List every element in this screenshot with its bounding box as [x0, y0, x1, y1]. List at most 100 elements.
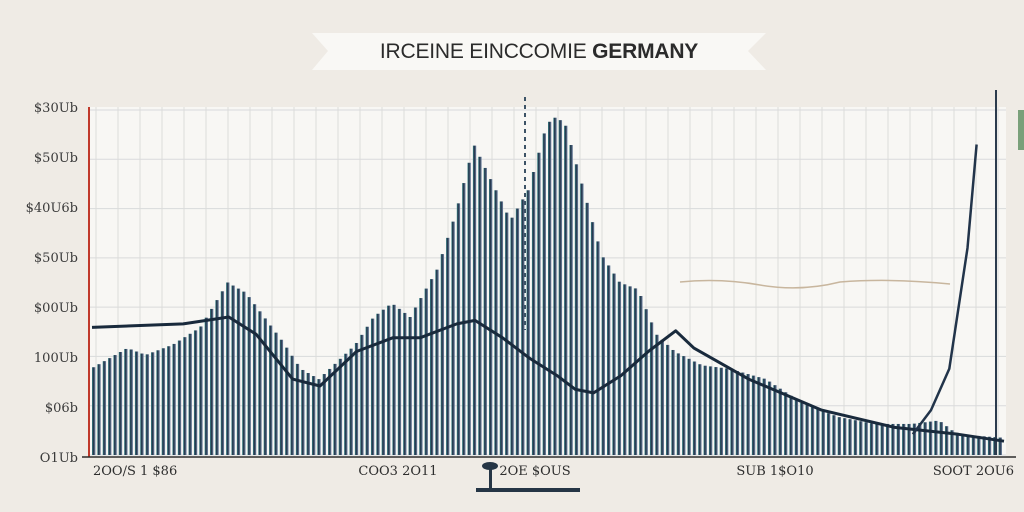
- bar: [955, 434, 960, 455]
- bar: [360, 334, 364, 455]
- bar: [961, 434, 965, 455]
- edge-accent: [1018, 110, 1024, 150]
- x-tick-label: COO3 2O11: [358, 464, 437, 479]
- trend-line: [91, 315, 1005, 443]
- bar: [446, 237, 450, 455]
- bar: [746, 374, 750, 455]
- bar: [537, 152, 541, 455]
- bar: [816, 409, 820, 455]
- bar: [247, 297, 251, 455]
- bar: [762, 378, 766, 455]
- bar: [590, 222, 595, 456]
- marker-stem: [489, 468, 492, 489]
- x-tick-label: SOOT 2OU6: [933, 464, 1014, 479]
- bar: [301, 369, 305, 455]
- bar: [794, 399, 799, 455]
- bar: [660, 339, 664, 455]
- bar: [928, 421, 933, 455]
- bar: [585, 202, 589, 455]
- bar: [488, 179, 493, 455]
- bar: [623, 284, 627, 455]
- x-tick-labels: 2OO/S 1 $86 COO3 2O11 2OE $OUS SUB 1$O10 SOO…: [93, 464, 1014, 479]
- bar: [145, 354, 149, 455]
- bar: [317, 379, 321, 455]
- bar: [939, 422, 943, 455]
- bar: [885, 423, 890, 455]
- bar: [188, 333, 192, 455]
- bar: [365, 326, 369, 455]
- bar: [880, 423, 884, 455]
- bar: [322, 374, 327, 455]
- bar: [864, 422, 868, 455]
- bar: [376, 313, 380, 455]
- bar: [564, 125, 568, 455]
- chart-title-part2: GERMANY: [592, 40, 699, 63]
- bar: [92, 367, 96, 455]
- bar: [784, 392, 788, 455]
- bar: [113, 355, 117, 455]
- bar: [510, 217, 514, 455]
- bar: [295, 363, 300, 455]
- x-tick-label: 2OE $OUS: [499, 464, 570, 479]
- bar: [993, 437, 997, 455]
- bar: [183, 337, 187, 455]
- bar: [97, 364, 101, 455]
- bar: [848, 419, 852, 455]
- bar: [526, 190, 530, 455]
- bar: [902, 423, 906, 455]
- bar: [263, 318, 267, 455]
- bar: [826, 413, 831, 455]
- bar: [397, 308, 402, 455]
- bar: [242, 291, 246, 455]
- bar: [499, 201, 504, 455]
- bar: [456, 203, 461, 455]
- bar: [156, 350, 160, 455]
- bar: [403, 312, 407, 455]
- bar: [494, 190, 498, 455]
- bar: [285, 347, 289, 455]
- bar: [950, 430, 954, 455]
- bar: [666, 344, 670, 455]
- faint-line: [679, 279, 951, 289]
- bar: [419, 298, 423, 455]
- title-banner: IRCEINE EINCCOMIE GERMANY: [312, 33, 766, 70]
- y-tick-label: $30Ub: [34, 101, 78, 116]
- bar: [370, 318, 375, 455]
- bar: [730, 369, 734, 455]
- bar: [708, 366, 713, 455]
- bar: [971, 435, 976, 455]
- bar: [177, 340, 182, 455]
- bar: [655, 334, 659, 455]
- bar: [923, 422, 927, 455]
- bar: [907, 423, 911, 455]
- bar: [134, 351, 139, 455]
- bar: [714, 367, 718, 455]
- bar: [408, 317, 412, 455]
- bar: [548, 121, 552, 456]
- bar: [124, 348, 128, 455]
- bar: [977, 435, 981, 455]
- bar: [515, 208, 520, 455]
- bar: [574, 164, 579, 456]
- bar: [451, 221, 455, 455]
- bar: [381, 309, 386, 455]
- bar: [338, 358, 343, 455]
- bar: [767, 381, 772, 455]
- bar: [778, 388, 783, 455]
- bar: [875, 423, 879, 455]
- bar: [644, 309, 648, 455]
- bar: [692, 361, 697, 455]
- bar: [269, 325, 273, 455]
- x-tick-label: 2OO/S 1 $86: [93, 464, 177, 479]
- bar: [521, 199, 525, 455]
- bar: [607, 265, 611, 455]
- bar: [558, 120, 563, 456]
- bar: [789, 395, 793, 455]
- bar: [934, 420, 938, 455]
- bar: [279, 339, 284, 455]
- bar-series: [92, 117, 1002, 456]
- bar: [108, 358, 112, 455]
- bar: [944, 426, 949, 455]
- bar: [628, 286, 632, 455]
